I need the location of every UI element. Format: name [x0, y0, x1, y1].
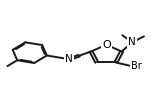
Text: O: O [102, 40, 111, 50]
Text: Br: Br [131, 61, 142, 71]
Text: N: N [128, 37, 136, 47]
Text: N: N [65, 54, 73, 64]
